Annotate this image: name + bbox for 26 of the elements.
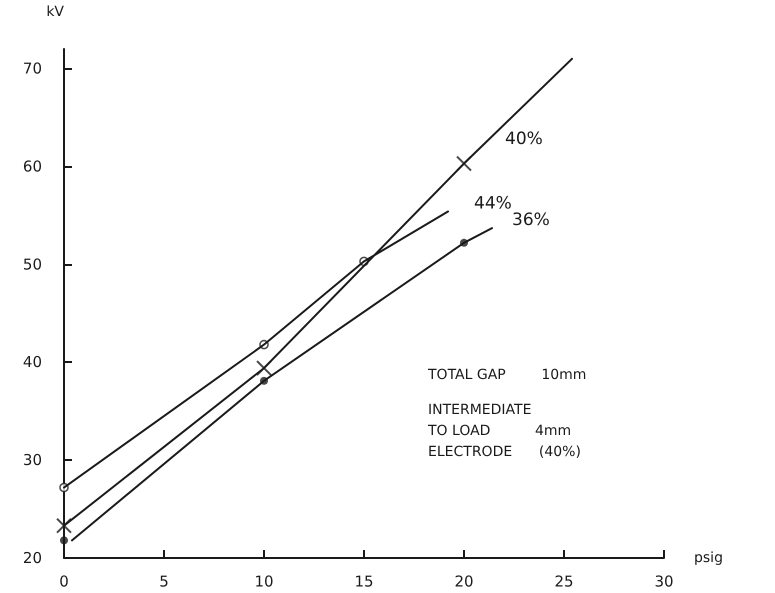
x-tick-label: 10 — [254, 572, 274, 590]
x-tick-label: 0 — [59, 572, 69, 590]
y-axis-title: kV — [46, 4, 64, 20]
x-tick-label: 15 — [354, 572, 374, 590]
y-tick-label: 60 — [22, 157, 42, 176]
y-tick-label: 40 — [22, 353, 42, 372]
annotation: TOTAL GAP 10mm — [427, 367, 586, 383]
point — [56, 518, 72, 534]
point — [60, 536, 68, 544]
series-label: 44% — [474, 193, 512, 214]
point — [256, 360, 272, 376]
x-tick-label: 20 — [454, 572, 474, 590]
y-tick-label: 30 — [22, 451, 42, 470]
y-tick-label: 70 — [22, 60, 42, 78]
series-label: 36% — [512, 210, 550, 230]
x-axis-title: psig — [694, 550, 723, 566]
y-tick-label: 20 — [22, 549, 42, 567]
x-tick-label: 25 — [554, 572, 574, 590]
x-tick-label: 30 — [654, 572, 674, 590]
x-tick-label: 5 — [159, 572, 169, 590]
point — [456, 156, 472, 172]
annotation: TO LOAD 4mm — [427, 423, 572, 439]
annotation: INTERMEDIATE — [428, 402, 532, 418]
series-label: 40% — [505, 128, 543, 149]
y-tick-label: 50 — [22, 255, 42, 274]
annotation: ELECTRODE (40%) — [428, 444, 581, 460]
